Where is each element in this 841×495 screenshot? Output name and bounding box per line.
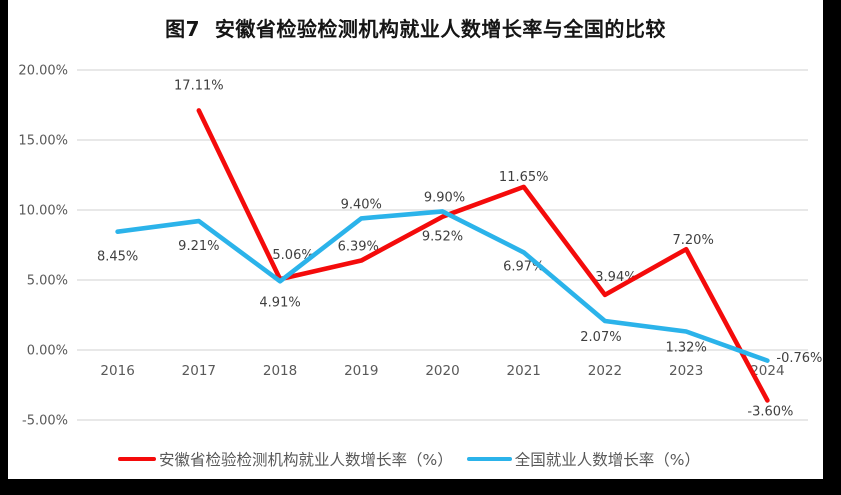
data-label-series-1: 8.45% [97,250,138,265]
y-axis-tick-label: 10.00% [18,204,68,219]
series-line-0 [196,108,770,403]
y-axis-tick-label: 20.00% [18,64,68,79]
data-label-series-0: 9.52% [422,230,463,245]
chart-legend: 安徽省检验检测机构就业人数增长率（%） 全国就业人数增长率（%） [118,449,700,469]
data-label-series-1: -0.76% [776,351,822,366]
series-line-1 [115,209,770,363]
legend-line-red-icon [118,456,156,462]
scan-border-right [823,0,841,495]
x-axis-label: 2018 [263,363,297,379]
x-axis-label: 2023 [669,363,703,379]
chart-title: 图7 安徽省检验检测机构就业人数增长率与全国的比较 [165,17,666,41]
data-label-series-1: 1.32% [666,341,707,356]
x-axis-label: 2022 [588,363,622,379]
legend-item-anhui: 安徽省检验检测机构就业人数增长率（%） [118,448,453,470]
data-label-series-1: 2.07% [580,330,621,345]
x-axis-label: 2016 [100,363,134,379]
data-label-series-1: 4.91% [259,295,300,310]
data-label-series-0: 11.65% [499,170,549,185]
data-label-series-1: 9.40% [341,197,382,212]
y-axis-tick-label: 0.00% [27,344,68,359]
legend-label-anhui: 安徽省检验检测机构就业人数增长率（%） [159,451,453,469]
y-axis-tick-label: 15.00% [18,134,68,149]
legend-label-national: 全国就业人数增长率（%） [514,451,700,469]
x-axis-label: 2017 [182,363,216,379]
data-label-series-0: -3.60% [747,404,793,419]
scan-border-left [0,0,8,495]
data-label-series-1: 9.21% [178,239,219,254]
x-axis-label: 2021 [507,363,541,379]
data-label-series-1: 9.90% [424,190,465,205]
x-axis-label: 2024 [750,363,784,379]
x-axis-label: 2019 [344,363,378,379]
data-label-series-0: 6.39% [338,240,379,255]
y-axis-tick-label: -5.00% [22,414,68,429]
scan-border-bottom [0,479,841,495]
data-label-series-0: 5.06% [272,248,313,263]
data-label-series-0: 17.11% [174,78,224,93]
legend-item-national: 全国就业人数增长率（%） [466,448,700,470]
data-label-series-0: 7.20% [673,233,714,248]
y-axis-tick-label: 5.00% [27,274,68,289]
x-axis-label: 2020 [425,363,459,379]
legend-line-blue-icon [466,456,512,462]
